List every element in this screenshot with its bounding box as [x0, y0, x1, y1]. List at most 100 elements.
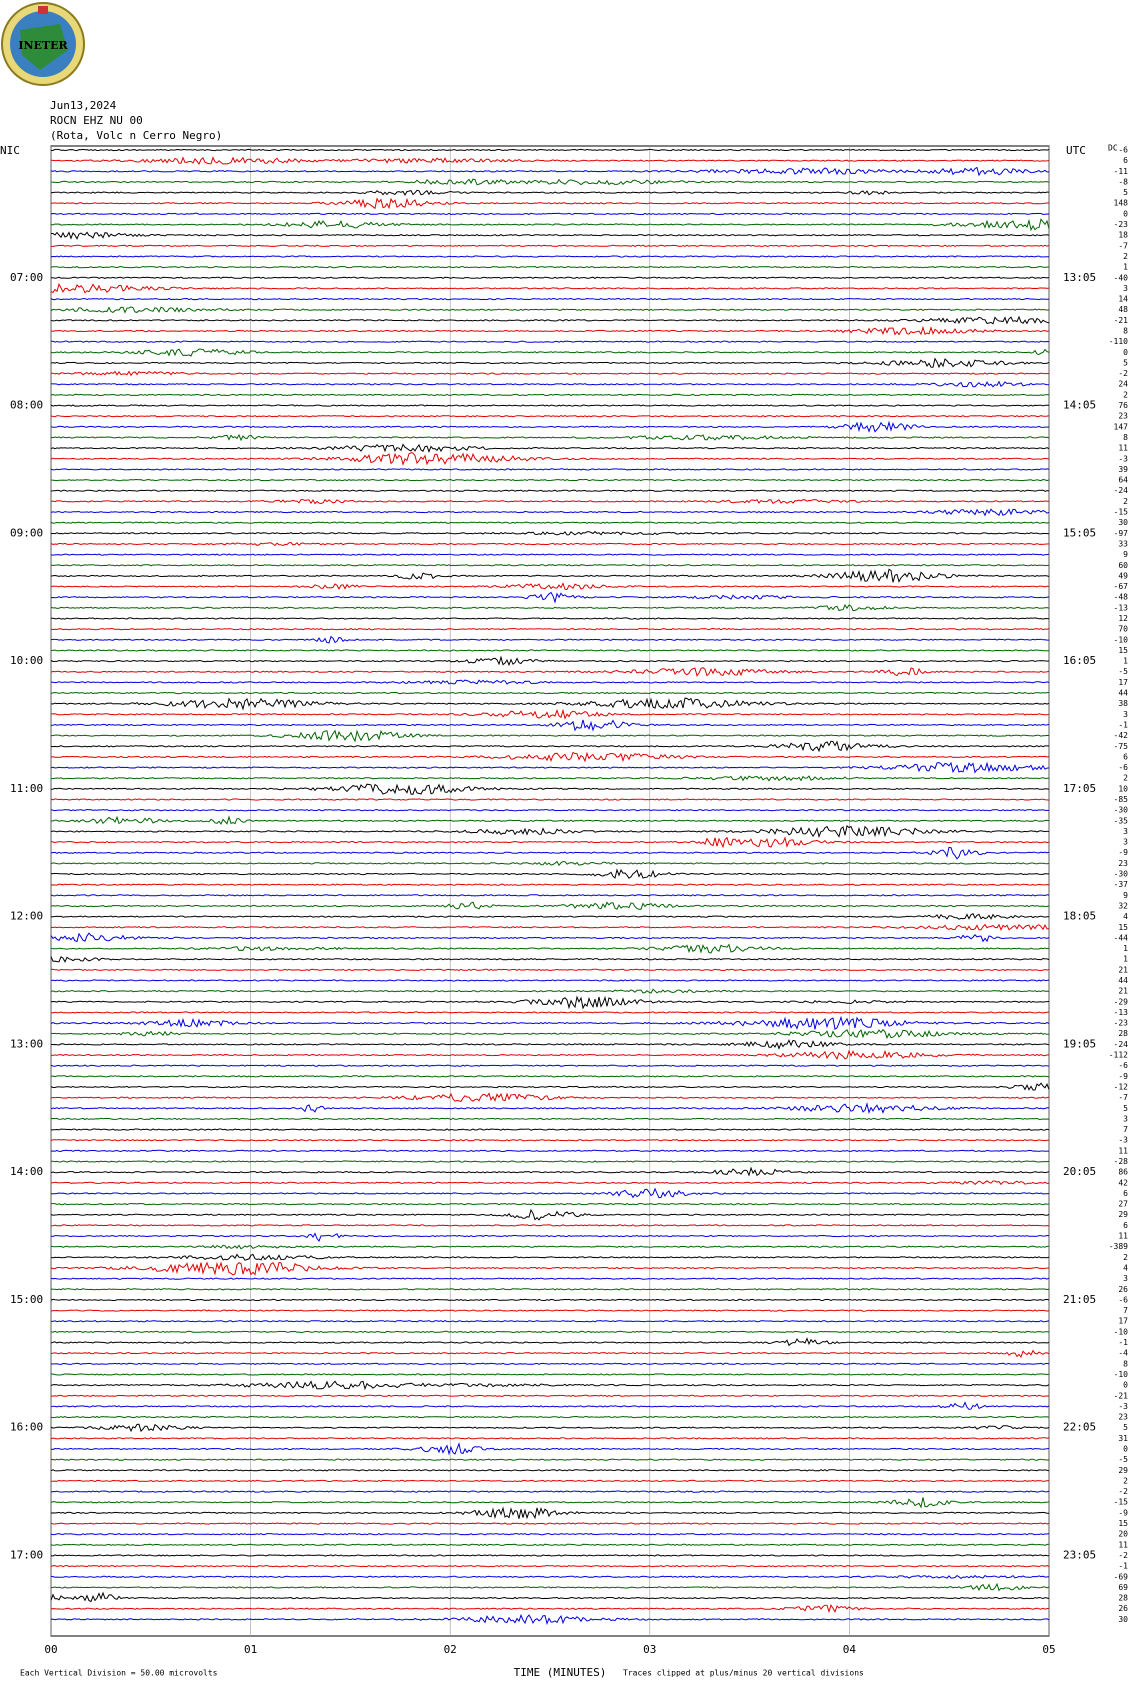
dc-offset: 3	[1123, 1114, 1128, 1123]
trace	[50, 617, 1050, 620]
trace	[50, 1591, 1050, 1603]
dc-offset: 64	[1118, 476, 1128, 485]
trace	[50, 1049, 1050, 1061]
dc-offset: 2	[1123, 1476, 1128, 1485]
dc-offset: 1	[1123, 944, 1128, 953]
dc-offset: -35	[1114, 816, 1129, 825]
trace	[50, 568, 1050, 583]
dc-offset: 48	[1118, 305, 1128, 314]
dc-offset: -10	[1114, 635, 1129, 644]
trace	[50, 783, 1050, 795]
dc-offset: 49	[1118, 571, 1128, 580]
trace	[50, 276, 1050, 279]
x-tick-label: 01	[244, 1643, 257, 1656]
left-hour: 09:00	[10, 526, 43, 539]
trace	[50, 604, 1050, 612]
scale-note: Each Vertical Division = 50.00 microvolt…	[20, 1669, 218, 1678]
trace	[50, 1075, 1050, 1078]
dc-offset: 21	[1118, 987, 1128, 996]
dc-offset: 23	[1118, 412, 1128, 421]
trace	[50, 1160, 1050, 1163]
dc-offset: 44	[1118, 976, 1128, 985]
trace	[50, 1394, 1050, 1397]
dc-offset: 8	[1123, 327, 1128, 336]
dc-offset: -67	[1114, 582, 1129, 591]
trace	[50, 265, 1050, 269]
dc-offset: 30	[1118, 518, 1128, 527]
dc-offset: 9	[1123, 891, 1128, 900]
trace	[50, 1011, 1050, 1014]
trace	[50, 404, 1049, 407]
dc-offset: -6	[1118, 1295, 1128, 1304]
dc-offset: 29	[1118, 1466, 1128, 1475]
trace	[51, 649, 1049, 652]
dc-offset: -7	[1118, 241, 1128, 250]
dc-offset: 23	[1118, 859, 1128, 868]
trace	[50, 729, 1050, 743]
trace	[51, 708, 1050, 720]
dc-offset: 15	[1118, 923, 1128, 932]
dc-offset: -2	[1118, 1487, 1128, 1496]
dc-offset: 2	[1123, 497, 1128, 506]
dc-offset: -7	[1118, 1093, 1128, 1102]
dc-offset: 11	[1118, 1232, 1128, 1241]
dc-offset: 15	[1118, 646, 1128, 655]
trace	[50, 1458, 1050, 1461]
dc-offset: -30	[1114, 870, 1129, 879]
left-hour: 13:00	[10, 1037, 43, 1050]
trace	[50, 740, 1050, 753]
dc-offset: 3	[1123, 838, 1128, 847]
trace	[50, 1117, 1050, 1121]
dc-offset: 32	[1118, 901, 1128, 910]
dc-offset: -40	[1114, 273, 1129, 282]
trace	[50, 1166, 1050, 1177]
x-tick-label: 04	[843, 1643, 857, 1656]
trace	[50, 751, 1050, 763]
dc-offset: 1	[1123, 955, 1128, 964]
left-hour: 17:00	[10, 1548, 43, 1561]
trace	[50, 825, 1050, 839]
dc-offset: -23	[1114, 1019, 1129, 1028]
x-tick-label: 00	[44, 1643, 57, 1656]
left-zone: NIC	[0, 144, 20, 157]
dc-offset: -30	[1114, 806, 1129, 815]
right-hour: 22:05	[1063, 1421, 1096, 1434]
dc-offset: 33	[1118, 539, 1128, 548]
x-axis-title: TIME (MINUTES)	[514, 1666, 607, 1679]
dc-offset: -3	[1118, 1402, 1128, 1411]
dc-label: DC	[1108, 144, 1118, 153]
trace	[50, 148, 1050, 152]
station: ROCN EHZ NU 00	[50, 114, 143, 127]
trace	[50, 968, 1050, 972]
dc-offset: 21	[1118, 965, 1128, 974]
dc-offset: 86	[1118, 1168, 1128, 1177]
trace	[50, 836, 1050, 849]
trace	[50, 1232, 1050, 1242]
trace	[50, 1261, 1050, 1276]
trace	[50, 156, 1050, 165]
dc-offset: -5	[1118, 1455, 1128, 1464]
dc-offset: -24	[1114, 1040, 1129, 1049]
dc-offset: 31	[1118, 1434, 1128, 1443]
dc-offset: 5	[1123, 188, 1128, 197]
dc-offset: 27	[1118, 1200, 1128, 1209]
trace	[50, 1180, 1050, 1186]
dc-offset: -11	[1114, 167, 1129, 176]
trace	[50, 1128, 1050, 1131]
trace	[50, 1362, 1050, 1365]
dc-offset: -112	[1109, 1051, 1128, 1060]
dc-offset: -9	[1118, 848, 1128, 857]
trace	[50, 255, 1049, 258]
dc-offset: -21	[1114, 1391, 1129, 1400]
dc-offset: -6	[1118, 1061, 1128, 1070]
trace	[51, 719, 1050, 732]
dc-offset: 0	[1123, 348, 1128, 357]
dc-offset: 0	[1123, 1381, 1128, 1390]
trace	[50, 489, 1050, 492]
dc-offset: 3	[1123, 1274, 1128, 1283]
trace	[50, 1330, 1050, 1334]
trace	[50, 1337, 1050, 1347]
trace	[50, 325, 1050, 336]
trace	[50, 761, 1050, 774]
trace	[50, 655, 1050, 667]
